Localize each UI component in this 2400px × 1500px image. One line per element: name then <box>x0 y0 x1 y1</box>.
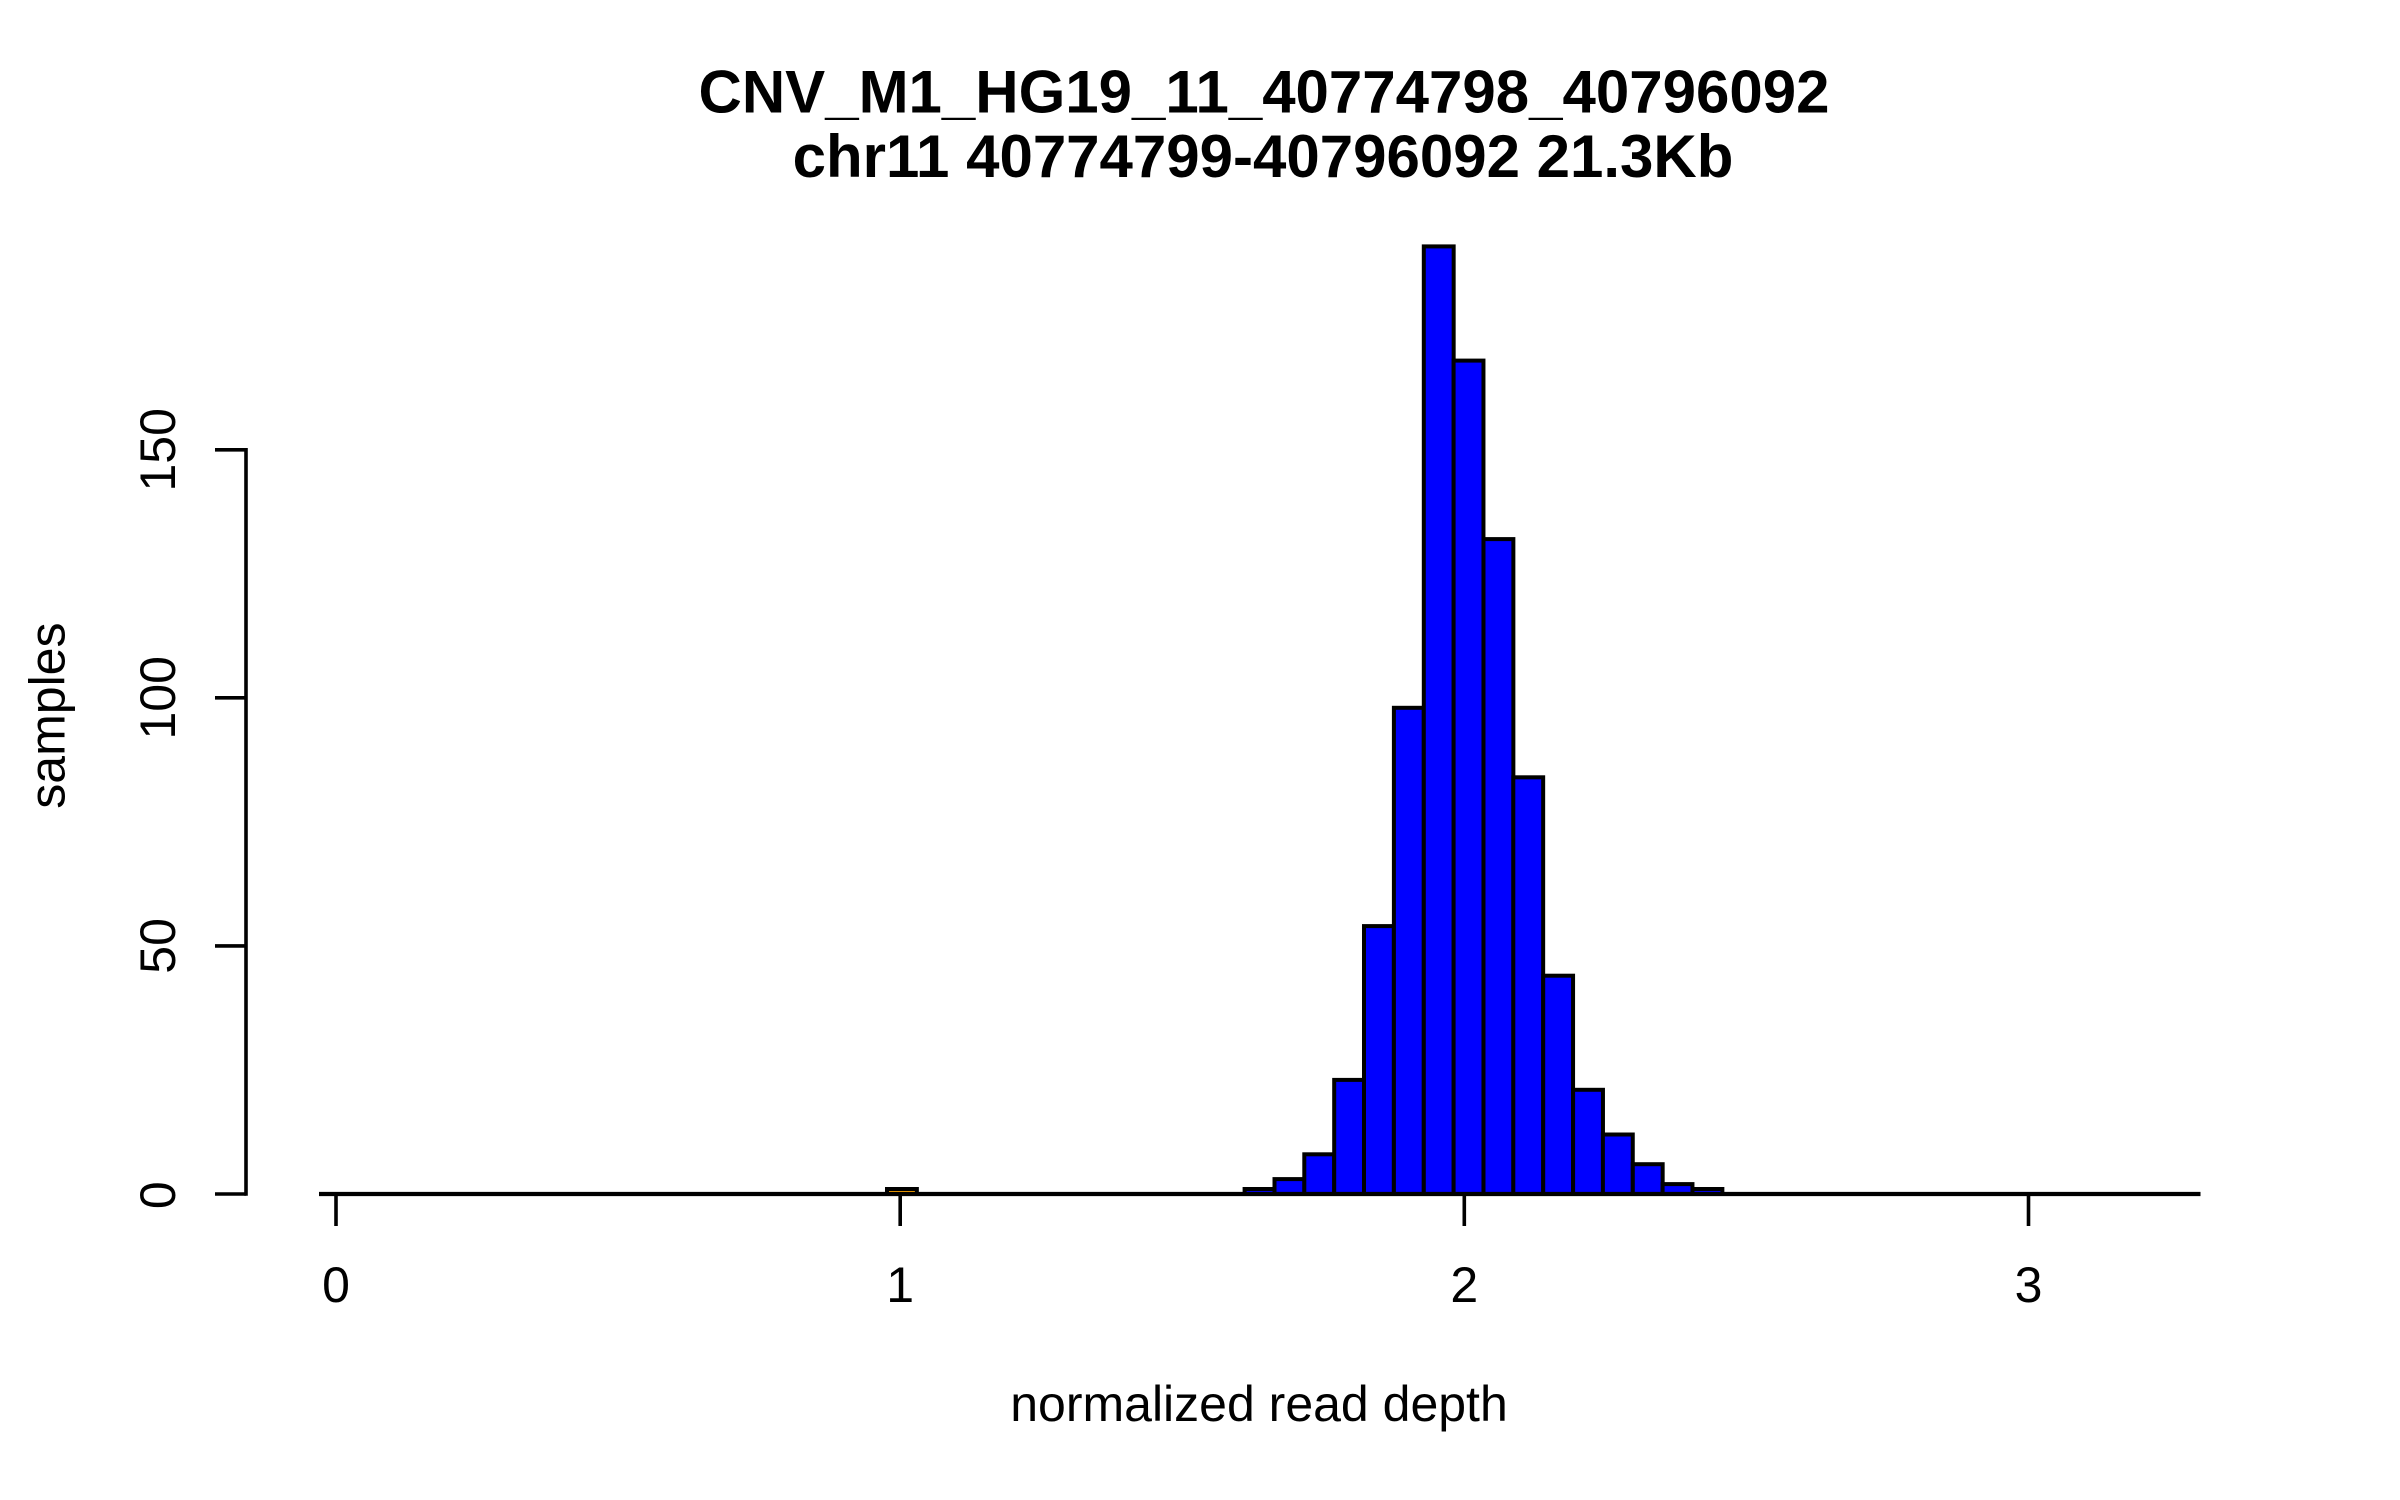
svg-text:50: 50 <box>130 918 186 974</box>
svg-text:chr11 40774799-40796092 21.3Kb: chr11 40774799-40796092 21.3Kb <box>793 123 1734 190</box>
svg-text:1: 1 <box>886 1257 914 1313</box>
svg-text:150: 150 <box>130 408 186 491</box>
svg-text:samples: samples <box>20 623 76 809</box>
svg-text:3: 3 <box>2015 1257 2043 1313</box>
svg-text:2: 2 <box>1450 1257 1478 1313</box>
svg-text:0: 0 <box>322 1257 350 1313</box>
svg-text:100: 100 <box>130 656 186 739</box>
svg-text:0: 0 <box>130 1181 186 1209</box>
svg-text:CNV_M1_HG19_11_40774798_407960: CNV_M1_HG19_11_40774798_40796092 <box>699 59 1830 126</box>
svg-text:normalized read depth: normalized read depth <box>1010 1376 1508 1432</box>
